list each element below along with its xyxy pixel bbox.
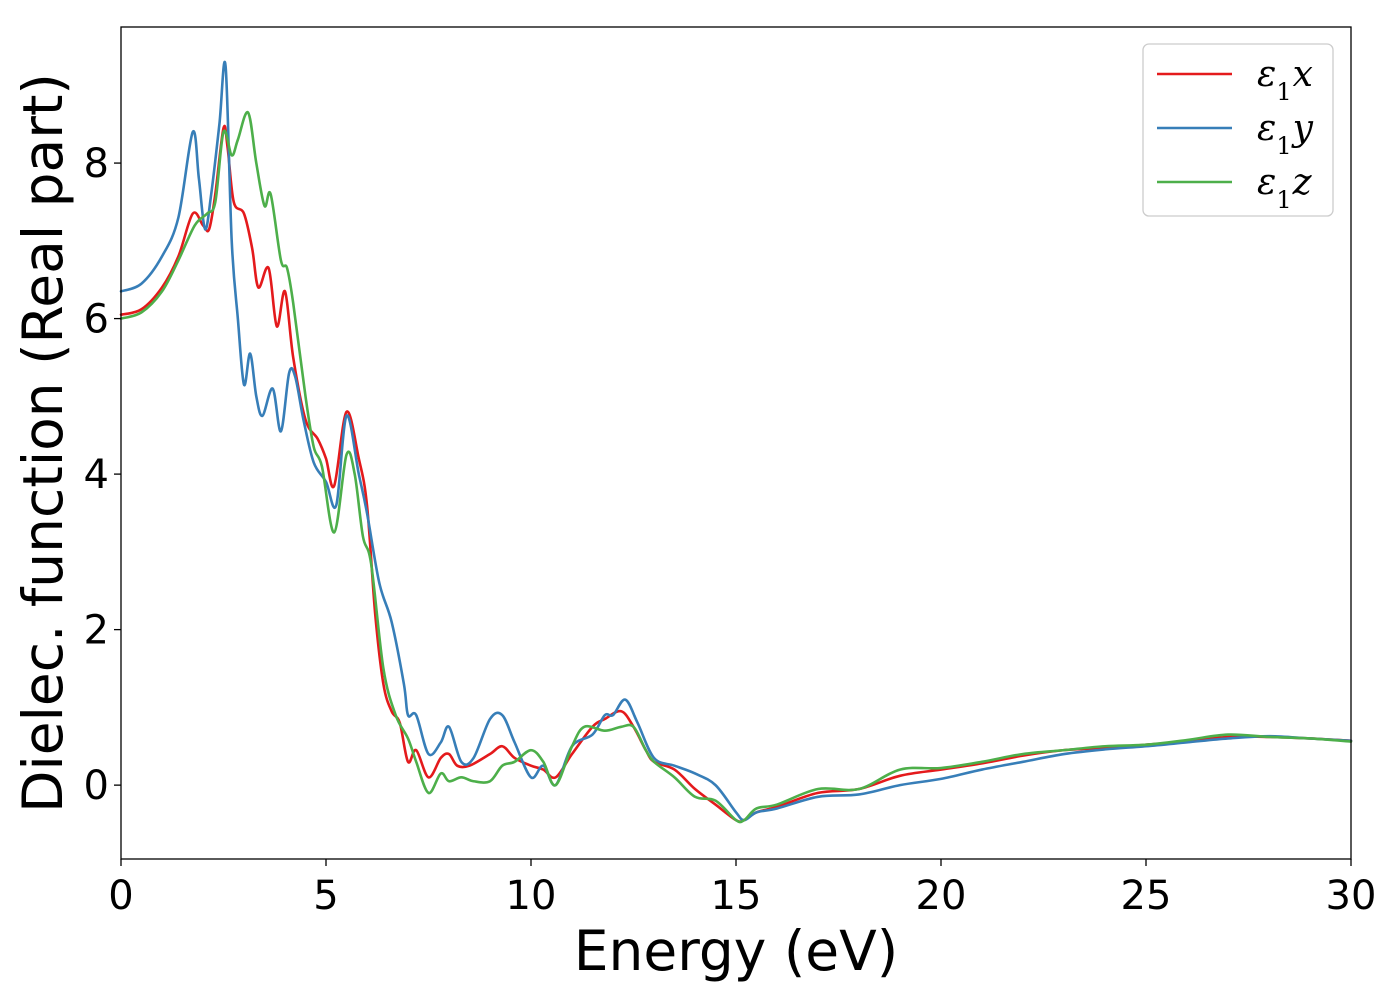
y-tick-label: 0 (84, 763, 109, 809)
x-tick-label: 0 (108, 873, 133, 919)
y-tick-label: 2 (84, 608, 109, 654)
x-tick-label: 15 (711, 873, 762, 919)
y-axis-label: Dielec. function (Real part) (11, 73, 75, 813)
legend-label-z: ε1z (1257, 162, 1313, 214)
x-tick-label: 25 (1121, 873, 1172, 919)
y-tick-label: 4 (84, 452, 109, 498)
x-axis-label: Energy (eV) (574, 919, 898, 983)
y-ticks: 0 2 4 6 8 (84, 141, 121, 809)
series-line-x (119, 124, 1353, 823)
series-line-z (119, 110, 1353, 824)
series-layer (119, 60, 1353, 824)
legend-label-y: ε1y (1257, 108, 1314, 160)
y-tick-label: 6 (84, 297, 109, 343)
x-ticks: 0 5 10 15 20 25 30 (108, 859, 1376, 919)
x-tick-label: 20 (916, 873, 967, 919)
legend-box (1142, 43, 1334, 217)
x-tick-label: 30 (1326, 873, 1377, 919)
series-line-y (119, 60, 1353, 822)
x-tick-label: 10 (506, 873, 557, 919)
legend-label-x: ε1x (1257, 54, 1313, 106)
x-tick-label: 5 (313, 873, 338, 919)
y-tick-label: 8 (84, 141, 109, 187)
